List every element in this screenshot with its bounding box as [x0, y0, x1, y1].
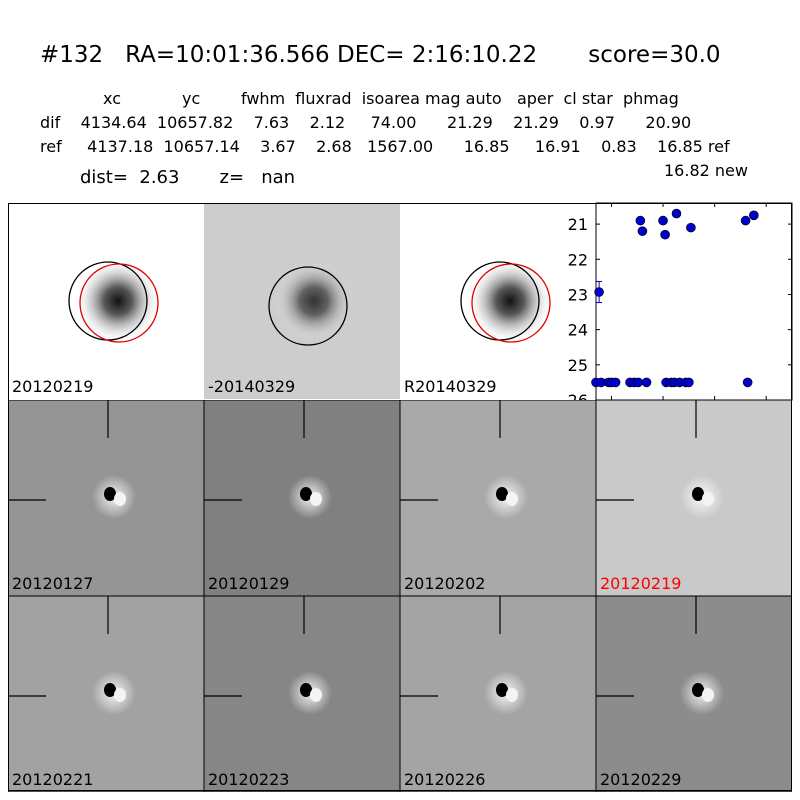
data-point	[684, 377, 694, 388]
aperture-circle-red	[471, 263, 551, 343]
difference-stamp-panel: 20120229	[596, 596, 792, 792]
residual-bright-lobe	[114, 492, 126, 506]
data-point	[671, 208, 682, 219]
stamp-date-label: 20120129	[208, 574, 290, 593]
stamp-image	[596, 400, 724, 519]
dist-z-line: dist= 2.63 z= nan	[80, 167, 296, 188]
residual-dark-lobe	[300, 487, 312, 501]
plot-frame	[595, 202, 793, 401]
stamp-image	[204, 400, 332, 519]
stamp-image	[400, 400, 528, 519]
stamp-date-label: 20120221	[12, 770, 94, 789]
residual-bright-lobe	[310, 688, 322, 702]
difference-stamp-panel: 20120226	[400, 596, 596, 792]
stamp-date-label: 20120202	[404, 574, 486, 593]
stamp-date-label: 20120219	[600, 574, 682, 593]
difference-stamp-panel: 20120221	[8, 596, 204, 792]
light-curve-plot: 212223242526-50050100	[568, 202, 793, 424]
residual-dark-lobe	[496, 487, 508, 501]
y-tick-label: 23	[568, 285, 588, 304]
stamp-date-label: 20120226	[404, 770, 486, 789]
stamp-date-label: -20140329	[208, 377, 296, 396]
aperture-circle-red	[79, 263, 159, 343]
header-title: #132 RA=10:01:36.566 DEC= 2:16:10.22 sco…	[40, 42, 721, 68]
data-point	[658, 215, 668, 226]
source-blob	[274, 261, 354, 341]
data-point	[635, 215, 646, 226]
stamp-date-label: 20120127	[12, 574, 94, 593]
stamp-date-label: 20120229	[600, 770, 682, 789]
stamp-panel-top: R20140329	[400, 203, 597, 399]
residual-bright-lobe	[702, 688, 714, 702]
stats-columns: xc yc fwhm fluxrad isoarea mag auto aper…	[103, 89, 679, 108]
stamp-panel-top: 20120219	[8, 203, 205, 399]
stamp-date-label: 20120219	[12, 377, 94, 396]
aperture-circle-black	[268, 266, 348, 346]
stamp-image	[8, 596, 136, 715]
difference-stamp-panel: 20120223	[204, 596, 400, 792]
difference-stamp-panel: 20120202	[400, 400, 596, 596]
data-point	[633, 377, 644, 388]
stats-dif-row: dif 4134.64 10657.82 7.63 2.12 74.00 21.…	[40, 113, 692, 132]
stamp-date-label: 20120223	[208, 770, 290, 789]
y-tick-label: 21	[568, 215, 588, 234]
difference-stamp-panel: 20120219	[596, 400, 792, 596]
stamp-date-label: R20140329	[404, 377, 497, 396]
data-point	[740, 215, 751, 226]
stamp-image	[204, 596, 332, 715]
residual-bright-lobe	[114, 688, 126, 702]
residual-bright-lobe	[310, 492, 322, 506]
residual-dark-lobe	[104, 487, 116, 501]
y-tick-label: 25	[568, 356, 588, 375]
stats-new-row: 16.82 new	[664, 161, 748, 180]
difference-stamp-panel: 20120127	[8, 400, 204, 596]
y-tick-label: 22	[568, 250, 588, 269]
stamp-image	[8, 400, 136, 519]
stats-ref-row: ref 4137.18 10657.14 3.67 2.68 1567.00 1…	[40, 137, 730, 156]
stamp-image	[268, 261, 354, 346]
stamp-image	[68, 261, 159, 343]
residual-dark-lobe	[692, 683, 704, 697]
y-tick-label: 24	[568, 321, 588, 340]
stamp-image	[400, 596, 528, 715]
stamp-image	[460, 261, 551, 343]
data-point	[686, 222, 696, 233]
residual-bright-lobe	[506, 688, 518, 702]
data-point	[641, 377, 652, 388]
data-point	[610, 377, 621, 388]
source-blob	[78, 261, 158, 341]
data-point	[742, 377, 753, 388]
stamp-image	[596, 596, 724, 715]
data-point	[594, 287, 604, 297]
residual-dark-lobe	[104, 683, 116, 697]
residual-dark-lobe	[692, 487, 704, 501]
data-point	[749, 210, 759, 221]
data-point	[637, 226, 648, 236]
difference-stamp-panel: 20120129	[204, 400, 400, 596]
stamp-panel-top: -20140329	[204, 203, 401, 399]
residual-dark-lobe	[496, 683, 508, 697]
residual-bright-lobe	[506, 492, 518, 506]
residual-dark-lobe	[300, 683, 312, 697]
source-blob	[470, 261, 550, 341]
residual-bright-lobe	[702, 492, 714, 506]
data-point	[660, 229, 670, 240]
